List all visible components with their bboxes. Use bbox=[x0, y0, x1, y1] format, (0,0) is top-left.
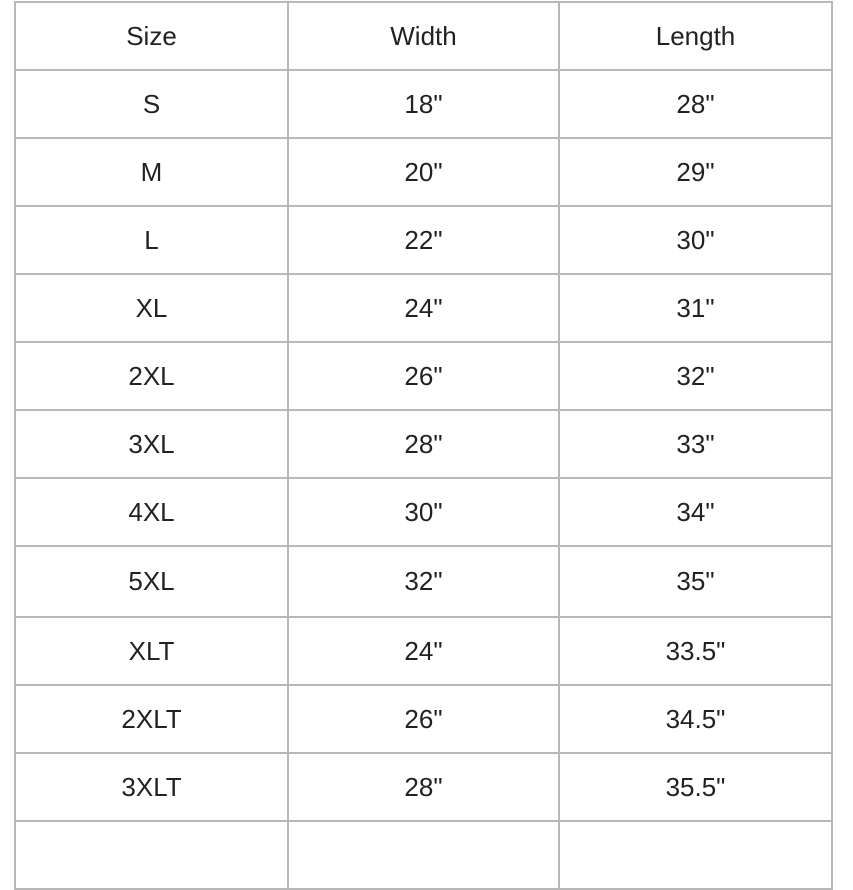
length-cell: 34" bbox=[558, 477, 833, 547]
size-cell: L bbox=[14, 205, 289, 275]
table-row: 3XL 28" 33" bbox=[14, 409, 833, 479]
length-cell: 33" bbox=[558, 409, 833, 479]
length-cell: 28" bbox=[558, 69, 833, 139]
table-row: 4XL 30" 34" bbox=[14, 477, 833, 547]
header-width: Width bbox=[287, 1, 560, 71]
length-cell: 35.5" bbox=[558, 752, 833, 822]
width-cell: 30" bbox=[287, 477, 560, 547]
size-cell: 3XL bbox=[14, 409, 289, 479]
width-cell: 28" bbox=[287, 752, 560, 822]
size-cell: 4XL bbox=[14, 477, 289, 547]
size-cell: M bbox=[14, 137, 289, 207]
table-row: 3XLT 28" 35.5" bbox=[14, 752, 833, 822]
width-cell: 32" bbox=[287, 545, 560, 618]
table-row: XLT 24" 33.5" bbox=[14, 616, 833, 686]
width-cell: 24" bbox=[287, 273, 560, 343]
header-length: Length bbox=[558, 1, 833, 71]
table-row: 2XLT 26" 34.5" bbox=[14, 684, 833, 754]
width-cell: 24" bbox=[287, 616, 560, 686]
width-cell: 26" bbox=[287, 684, 560, 754]
table-row: 5XL 32" 35" bbox=[14, 545, 833, 618]
width-cell: 28" bbox=[287, 409, 560, 479]
size-cell: S bbox=[14, 69, 289, 139]
width-cell: 18" bbox=[287, 69, 560, 139]
empty-cell bbox=[287, 820, 560, 890]
empty-cell bbox=[14, 820, 289, 890]
width-cell: 22" bbox=[287, 205, 560, 275]
length-cell: 34.5" bbox=[558, 684, 833, 754]
size-cell: XLT bbox=[14, 616, 289, 686]
length-cell: 32" bbox=[558, 341, 833, 411]
length-cell: 30" bbox=[558, 205, 833, 275]
size-cell: 3XLT bbox=[14, 752, 289, 822]
width-cell: 26" bbox=[287, 341, 560, 411]
table-row: L 22" 30" bbox=[14, 205, 833, 275]
table-row: S 18" 28" bbox=[14, 69, 833, 139]
header-size: Size bbox=[14, 1, 289, 71]
table-row: XL 24" 31" bbox=[14, 273, 833, 343]
size-cell: 2XLT bbox=[14, 684, 289, 754]
width-cell: 20" bbox=[287, 137, 560, 207]
table-row: M 20" 29" bbox=[14, 137, 833, 207]
length-cell: 31" bbox=[558, 273, 833, 343]
table-row-cut-off bbox=[14, 820, 833, 890]
length-cell: 33.5" bbox=[558, 616, 833, 686]
header-row: Size Width Length bbox=[14, 1, 833, 71]
size-chart-table: Size Width Length S 18" 28" M 20" 29" L 22" 30" X… bbox=[14, 1, 833, 890]
size-cell: 2XL bbox=[14, 341, 289, 411]
length-cell: 29" bbox=[558, 137, 833, 207]
size-cell: XL bbox=[14, 273, 289, 343]
length-cell: 35" bbox=[558, 545, 833, 618]
empty-cell bbox=[558, 820, 833, 890]
table-row: 2XL 26" 32" bbox=[14, 341, 833, 411]
size-cell: 5XL bbox=[14, 545, 289, 618]
